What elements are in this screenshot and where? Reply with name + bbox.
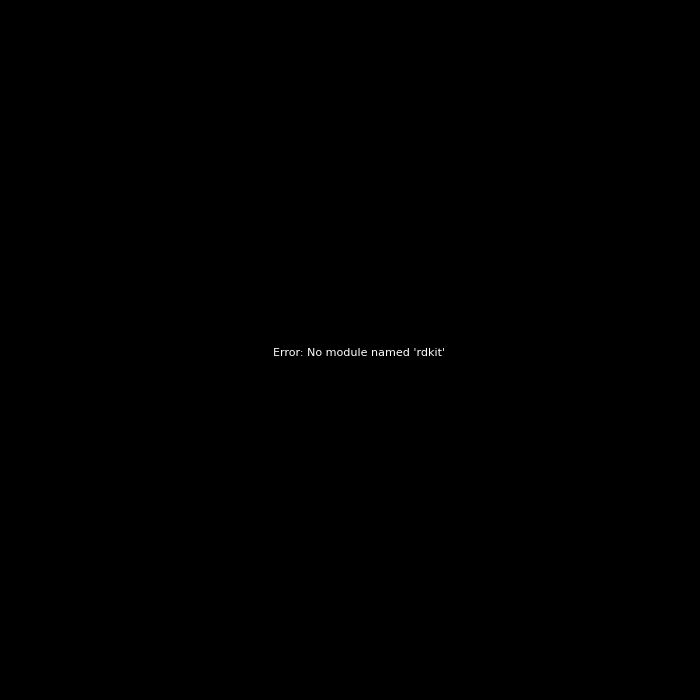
Text: Error: No module named 'rdkit': Error: No module named 'rdkit': [273, 349, 444, 358]
